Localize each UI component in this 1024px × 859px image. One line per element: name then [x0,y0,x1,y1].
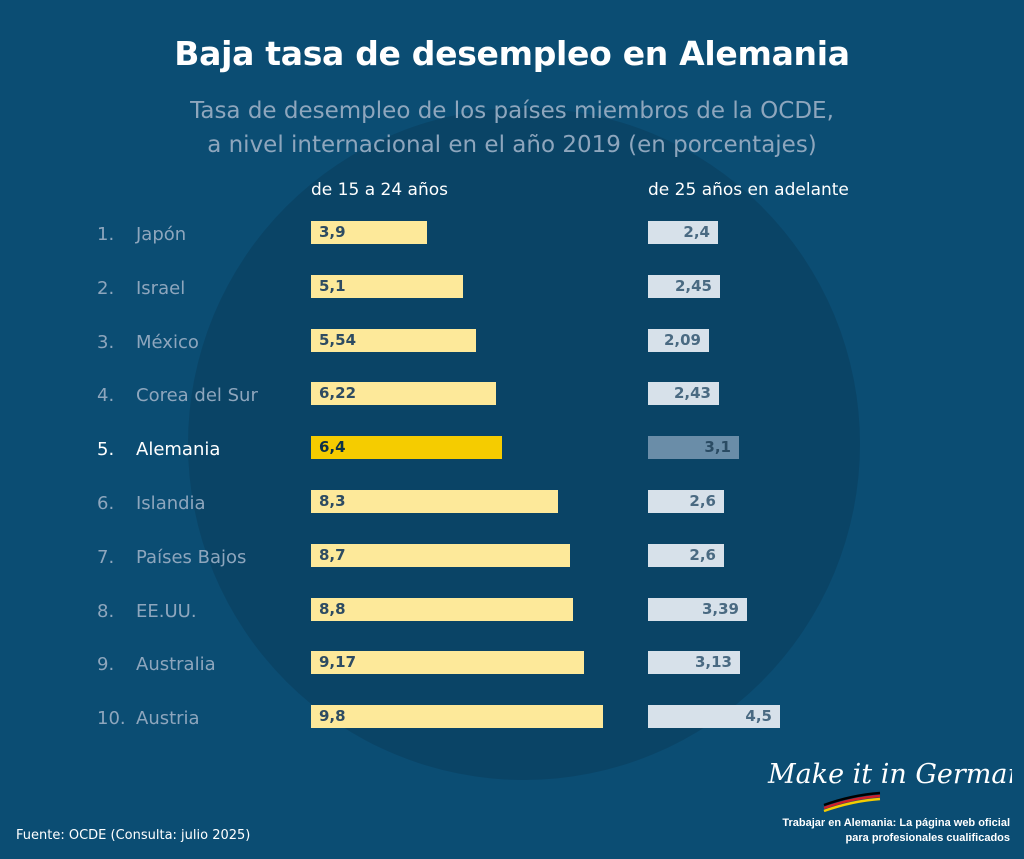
bar-young-1: 5,1 [311,275,463,298]
rank-label: 6. [97,493,115,514]
rank-label: 5. [97,439,115,460]
bar-older-1: 2,45 [648,275,720,298]
country-label: Austria [136,708,200,729]
bar-older-9: 4,5 [648,705,780,728]
bar-young-2: 5,54 [311,329,476,352]
country-label: Japón [136,224,187,245]
bar-young-5: 8,3 [311,490,558,513]
country-label: México [136,332,199,353]
bar-older-6: 2,6 [648,544,724,567]
bar-young-7: 8,8 [311,598,573,621]
rank-label: 4. [97,385,115,406]
country-label: Países Bajos [136,547,247,568]
rank-label: 9. [97,654,115,675]
rank-label: 8. [97,601,115,622]
bar-older-3: 2,43 [648,382,719,405]
bar-older-8: 3,13 [648,651,740,674]
tagline-line-1: Trabajar en Alemania: La página web ofic… [782,817,1010,829]
bar-older-0: 2,4 [648,221,718,244]
bar-young-4: 6,4 [311,436,502,459]
bar-young-3: 6,22 [311,382,496,405]
source-note: Fuente: OCDE (Consulta: julio 2025) [16,828,251,843]
country-label: Australia [136,654,216,675]
bar-young-0: 3,9 [311,221,427,244]
country-label: EE.UU. [136,601,197,622]
bar-young-8: 9,17 [311,651,584,674]
chart-subtitle: Tasa de desempleo de los países miembros… [0,94,1024,162]
bar-older-5: 2,6 [648,490,724,513]
subtitle-line-1: Tasa de desempleo de los países miembros… [190,98,834,124]
country-label: Corea del Sur [136,385,258,406]
rank-label: 10. [97,708,126,729]
tagline-line-2: para profesionales cualificados [845,832,1010,844]
bar-older-4: 3,1 [648,436,739,459]
country-label: Alemania [136,439,221,460]
rank-label: 3. [97,332,115,353]
bar-young-6: 8,7 [311,544,570,567]
country-label: Israel [136,278,186,299]
make-it-in-germany-logo: Make it in Germany [767,759,1012,813]
rank-label: 2. [97,278,115,299]
subtitle-line-2: a nivel internacional en el año 2019 (en… [207,132,817,158]
series-header-young: de 15 a 24 años [311,180,448,200]
brand-tagline: Trabajar en Alemania: La página web ofic… [782,816,1010,846]
bar-older-7: 3,39 [648,598,747,621]
bar-young-9: 9,8 [311,705,603,728]
country-label: Islandia [136,493,206,514]
bar-older-2: 2,09 [648,329,709,352]
background-circle [188,108,860,780]
rank-label: 7. [97,547,115,568]
rank-label: 1. [97,224,115,245]
chart-title: Baja tasa de desempleo en Alemania [174,34,850,73]
logo-lettering: Make it in Germany [767,759,1012,790]
series-header-older: de 25 años en adelante [648,180,849,200]
